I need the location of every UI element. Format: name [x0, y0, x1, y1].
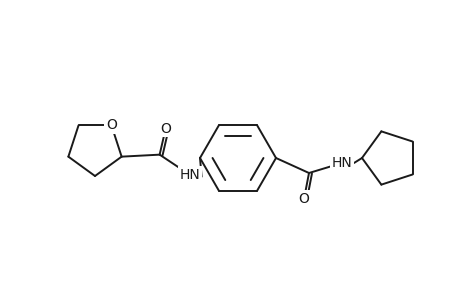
Text: HN: HN	[331, 156, 352, 170]
Text: O: O	[298, 192, 309, 206]
Text: O: O	[160, 122, 171, 136]
Text: O: O	[106, 118, 117, 132]
Text: HN: HN	[179, 168, 200, 182]
